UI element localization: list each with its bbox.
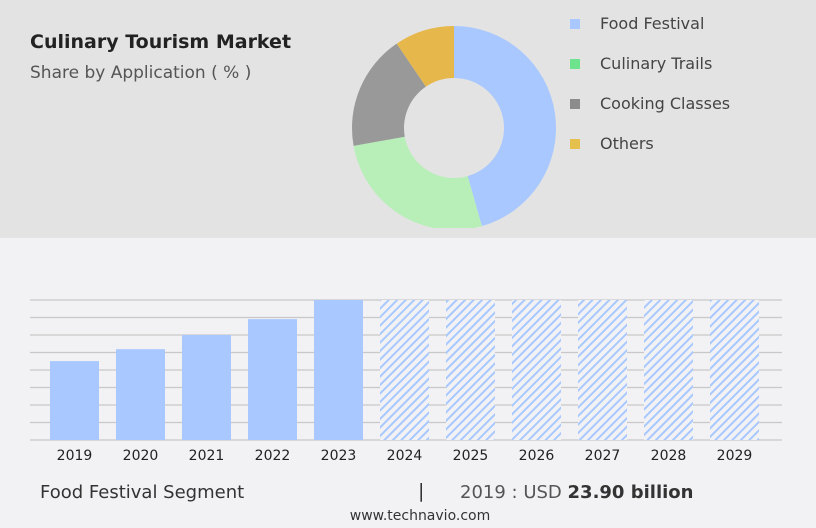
x-tick-label: 2026 bbox=[519, 448, 555, 464]
legend-swatch bbox=[570, 58, 580, 69]
donut-slice-others bbox=[396, 26, 454, 87]
x-tick-label: 2029 bbox=[717, 448, 753, 464]
forecast-bar-2026 bbox=[512, 300, 561, 440]
x-tick-label: 2027 bbox=[585, 448, 621, 464]
legend-label: Others bbox=[600, 134, 654, 153]
x-tick-label: 2024 bbox=[387, 448, 423, 464]
legend-item: Food Festival bbox=[570, 14, 704, 33]
x-tick-label: 2023 bbox=[321, 448, 357, 464]
chart-subtitle: Share by Application ( % ) bbox=[30, 63, 252, 83]
forecast-bar-2029 bbox=[710, 300, 759, 440]
forecast-bar-2027 bbox=[578, 300, 627, 440]
forecast-bar-2025 bbox=[446, 300, 495, 440]
legend-swatch bbox=[570, 98, 580, 109]
legend-label: Cooking Classes bbox=[600, 94, 731, 113]
bar-2020 bbox=[116, 349, 165, 440]
x-tick-label: 2020 bbox=[123, 448, 159, 464]
source-url: www.technavio.com bbox=[349, 508, 491, 524]
legend-label: Culinary Trails bbox=[600, 54, 713, 73]
separator: | bbox=[418, 480, 425, 502]
x-tick-label: 2022 bbox=[255, 448, 291, 464]
donut-slice-culinary-trails bbox=[353, 136, 482, 228]
segment-label: Food Festival Segment bbox=[40, 482, 245, 503]
legend-item: Cooking Classes bbox=[570, 94, 730, 113]
legend-swatch bbox=[570, 18, 580, 29]
bar-2023 bbox=[314, 300, 363, 440]
x-tick-label: 2025 bbox=[453, 448, 489, 464]
bar-2022 bbox=[248, 319, 297, 440]
chart-title: Culinary Tourism Market bbox=[30, 31, 292, 53]
bar-chart: 2019 2020 2021 2022 2023 2024 2025 2026 2027 2028… bbox=[30, 299, 782, 464]
segment-value: 2019 : USD 23.90 billion bbox=[460, 482, 693, 503]
donut-slice-cooking-classes bbox=[352, 43, 426, 146]
legend-label: Food Festival bbox=[600, 14, 705, 33]
donut-chart bbox=[352, 26, 557, 228]
forecast-bar-2028 bbox=[644, 300, 693, 440]
x-tick-label: 2028 bbox=[651, 448, 687, 464]
legend-item: Others bbox=[570, 134, 654, 153]
legend-item: Culinary Trails bbox=[570, 54, 712, 73]
forecast-bar-2024 bbox=[380, 300, 429, 440]
x-tick-label: 2019 bbox=[57, 448, 93, 464]
year-label: 2019 : USD bbox=[460, 482, 562, 503]
bar-2019 bbox=[50, 361, 99, 440]
value-label: 23.90 billion bbox=[567, 482, 694, 503]
x-tick-label: 2021 bbox=[189, 448, 225, 464]
bar-2021 bbox=[182, 335, 231, 440]
donut-slice-food-festival bbox=[454, 26, 557, 227]
legend-swatch bbox=[570, 138, 580, 149]
